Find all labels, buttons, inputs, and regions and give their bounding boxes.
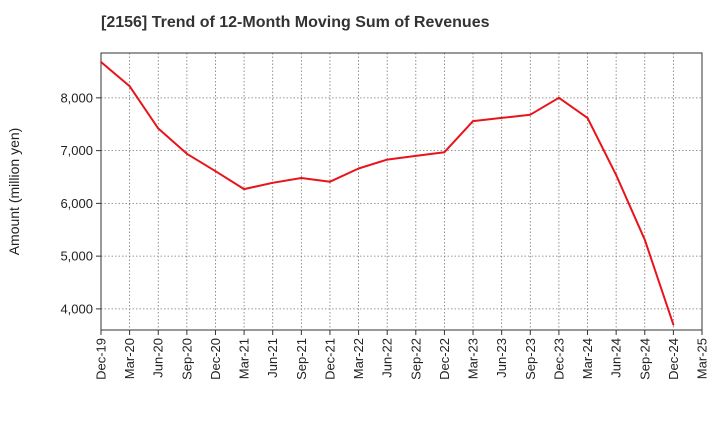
y-tick-label: 8,000 xyxy=(60,90,93,105)
x-tick-label: Jun-20 xyxy=(151,338,166,378)
data-point xyxy=(100,61,102,63)
data-point xyxy=(128,85,131,88)
data-point xyxy=(472,120,474,122)
data-point xyxy=(157,127,160,130)
data-point xyxy=(414,155,417,157)
x-tick-label: Mar-21 xyxy=(237,338,252,379)
x-tick-label: Mar-24 xyxy=(580,338,595,379)
x-tick-label: Sep-20 xyxy=(179,338,194,380)
x-tick-label: Sep-24 xyxy=(637,338,652,380)
data-point xyxy=(643,238,646,241)
x-tick-label: Jun-23 xyxy=(494,338,509,378)
data-point xyxy=(500,117,503,119)
data-point xyxy=(243,188,246,191)
x-tick-label: Sep-23 xyxy=(523,338,538,380)
y-axis: 4,000 5,000 6,000 7,000 8,000 xyxy=(60,90,101,316)
x-tick-label: Dec-20 xyxy=(208,338,223,380)
data-point xyxy=(214,170,217,173)
data-point xyxy=(443,151,446,154)
chart-title: [2156] Trend of 12-Month Moving Sum of R… xyxy=(101,14,490,31)
x-tick-label: Jun-21 xyxy=(265,338,280,378)
data-point xyxy=(186,152,188,155)
data-point xyxy=(300,177,303,179)
x-tick-label: Mar-23 xyxy=(466,338,481,379)
data-point xyxy=(329,180,331,183)
data-point xyxy=(672,323,675,326)
data-point xyxy=(558,96,560,99)
data-point xyxy=(615,174,617,176)
plot-frame xyxy=(100,52,703,331)
x-tick-label: Dec-21 xyxy=(322,338,337,380)
data-point xyxy=(386,158,389,161)
x-tick-label: Jun-22 xyxy=(380,338,395,378)
y-tick-label: 6,000 xyxy=(60,196,93,211)
data-point xyxy=(586,117,589,119)
y-tick-label: 5,000 xyxy=(60,249,93,264)
x-axis: Dec-19 Mar-20 Jun-20 Sep-20 Dec-20 Mar-21 Jun-… xyxy=(94,330,710,380)
x-tick-label: Dec-23 xyxy=(551,338,566,380)
x-tick-label: Mar-22 xyxy=(351,338,366,379)
data-point xyxy=(529,113,532,116)
x-tick-label: Mar-20 xyxy=(122,338,137,379)
x-tick-label: Sep-21 xyxy=(294,338,309,380)
x-tick-label: Jun-24 xyxy=(609,338,624,378)
series-layer xyxy=(100,61,675,326)
y-axis-label: Amount (million yen) xyxy=(6,128,22,256)
grid-lines xyxy=(101,53,702,330)
x-tick-label: Mar-25 xyxy=(695,338,710,379)
x-tick-label: Dec-19 xyxy=(94,338,109,380)
y-tick-label: 4,000 xyxy=(60,301,93,316)
x-tick-label: Sep-22 xyxy=(408,338,423,380)
data-point xyxy=(271,181,274,184)
x-tick-label: Dec-24 xyxy=(666,338,681,380)
data-point xyxy=(357,167,360,170)
x-tick-label: Dec-22 xyxy=(437,338,452,380)
y-tick-label: 7,000 xyxy=(60,143,93,158)
